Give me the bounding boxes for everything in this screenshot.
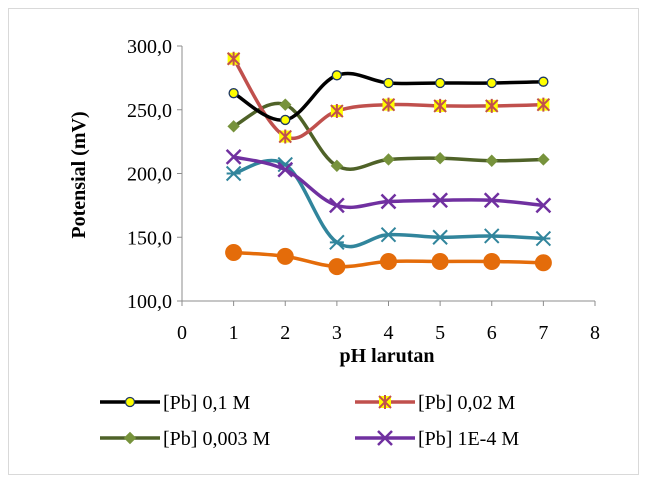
axes: 100,0 150,0 200,0 250,0 300,0 0 1 2 3 4 5 6 7 8 — [127, 36, 600, 344]
series-1 — [228, 70, 549, 126]
y-tick-label: 200,0 — [127, 164, 172, 186]
data-point — [486, 77, 497, 89]
series-2 — [226, 51, 551, 144]
data-point — [331, 70, 343, 81]
legend-marker — [124, 396, 136, 408]
data-point — [228, 88, 239, 99]
y-tick-label: 250,0 — [127, 100, 172, 122]
data-point — [328, 197, 345, 214]
data-point — [537, 153, 550, 166]
data-point — [225, 244, 243, 262]
data-point — [534, 254, 552, 272]
x-tick-label: 3 — [332, 322, 342, 344]
x-tick-label: 1 — [229, 322, 239, 344]
marker-stroke — [536, 97, 551, 112]
legend-label: [Pb] 0,1 M — [163, 392, 250, 414]
legend-marker — [377, 430, 393, 446]
y-tick-label: 300,0 — [127, 36, 172, 58]
data-point — [483, 192, 500, 209]
data-point — [431, 252, 449, 270]
data-point — [277, 161, 294, 178]
legend-marker — [378, 395, 392, 409]
legend-label: [Pb] 0,003 M — [163, 428, 270, 450]
y-tick-label: 150,0 — [127, 227, 172, 249]
data-point — [483, 252, 501, 270]
data-point — [432, 192, 449, 209]
data-point — [380, 226, 397, 243]
data-point — [484, 228, 500, 244]
data-point — [380, 193, 397, 210]
marker-stroke — [278, 129, 292, 144]
data-point — [227, 120, 240, 133]
data-point — [280, 114, 291, 126]
data-point — [434, 77, 446, 89]
chart-frame — [8, 8, 639, 475]
legend-item-1: [Pb] 0,1 M — [100, 392, 250, 414]
data-point — [535, 197, 552, 214]
y-axis-label: Potensial (mV) — [68, 111, 90, 238]
data-point — [485, 98, 499, 113]
data-point — [535, 230, 552, 247]
marker-stroke — [226, 51, 241, 66]
data-point — [225, 165, 242, 182]
legend-label: [Pb] 0,02 M — [418, 392, 515, 414]
series-layer — [225, 51, 552, 276]
legend-label: [Pb] 1E-4 M — [418, 428, 519, 450]
data-point — [329, 234, 345, 251]
x-tick-label: 5 — [435, 322, 445, 344]
data-point — [380, 252, 397, 270]
data-point — [330, 159, 344, 173]
y-tick-label: 100,0 — [127, 291, 172, 313]
data-point — [433, 151, 447, 165]
data-point — [433, 98, 447, 113]
x-axis-label: pH larutan — [339, 345, 434, 367]
x-tick-label: 6 — [487, 322, 497, 344]
legend-marker — [123, 431, 137, 445]
data-point — [279, 98, 292, 111]
legend-item-4: [Pb] 1E-4 M — [355, 428, 519, 450]
x-tick-label: 2 — [280, 322, 290, 344]
x-tick-label: 4 — [384, 322, 394, 344]
marker-stroke — [378, 395, 392, 409]
data-point — [432, 229, 448, 245]
marker-stroke — [485, 98, 499, 113]
series-4 — [225, 149, 552, 214]
marker-stroke — [381, 97, 396, 112]
data-point — [382, 153, 395, 166]
series-3 — [227, 98, 550, 173]
marker-stroke — [433, 98, 447, 113]
legend: [Pb] 0,1 M [Pb] 0,02 M [Pb] 0,003 M [Pb] 1E… — [100, 392, 519, 450]
legend-item-2: [Pb] 0,02 M — [355, 392, 515, 414]
x-tick-label: 0 — [177, 322, 187, 344]
series-5 — [225, 156, 552, 251]
data-point — [538, 76, 549, 87]
x-tick-label: 7 — [538, 322, 548, 344]
data-point — [278, 129, 292, 144]
series-6 — [225, 244, 552, 276]
data-point — [536, 97, 551, 112]
data-point — [226, 51, 241, 66]
legend-item-3: [Pb] 0,003 M — [100, 428, 270, 450]
x-tick-label: 8 — [590, 322, 600, 344]
data-point — [383, 77, 394, 89]
data-point — [330, 104, 344, 119]
data-point — [225, 149, 242, 165]
data-point — [276, 247, 294, 265]
data-point — [485, 154, 498, 167]
data-point — [381, 97, 396, 112]
data-point — [328, 258, 346, 276]
marker-stroke — [330, 104, 344, 119]
